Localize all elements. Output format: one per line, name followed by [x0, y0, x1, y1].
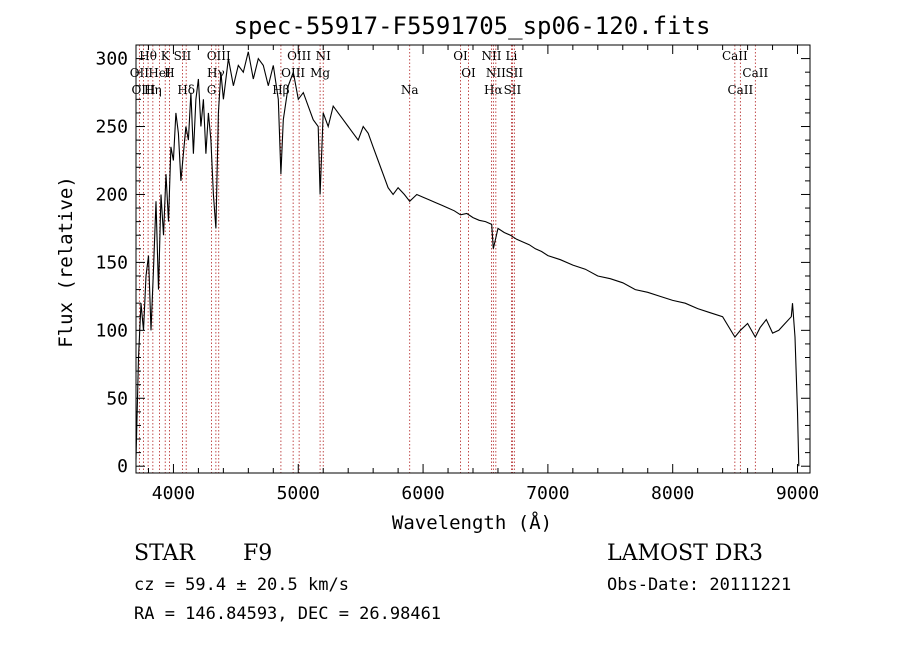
x-tick-label: 5000 — [277, 483, 320, 504]
axes: 4000 5000 6000 7000 8000 9000 0 50 100 150 200 250 3… — [95, 45, 819, 504]
spectral-line-label: SII — [174, 49, 192, 63]
spectral-line-label: CaII — [742, 66, 768, 80]
spectral-line-label: Li — [506, 49, 518, 63]
spectral-line-label: SII — [505, 66, 523, 80]
x-tick-label: 6000 — [401, 483, 444, 504]
spectrum-series — [135, 51, 800, 467]
spectral-line-label: CaII — [722, 49, 748, 63]
x-tick-label: 8000 — [651, 483, 694, 504]
spectral-line-label: NII — [481, 49, 501, 63]
x-tick-label: 7000 — [526, 483, 569, 504]
y-tick-label: 150 — [95, 252, 128, 273]
survey-name: LAMOST DR3 — [607, 541, 763, 566]
redshift-velocity: cz = 59.4 ± 20.5 km/s — [134, 575, 349, 595]
spectral-line-label: NI — [316, 49, 332, 63]
x-axis-title: Wavelength (Å) — [392, 511, 552, 534]
spectral-line-label: Hθ — [139, 49, 157, 63]
spectral-line-label: HeI — [148, 66, 171, 80]
chart-title: spec-55917-F5591705_sp06-120.fits — [234, 12, 711, 40]
y-axis-title: Flux (relative) — [55, 176, 77, 348]
object-class: STAR — [134, 541, 196, 566]
y-tick-label: 50 — [106, 388, 128, 409]
y-tick-label: 300 — [95, 49, 128, 70]
spectral-line-label: OIII — [207, 49, 231, 63]
spectral-line-label: Mg — [310, 66, 330, 80]
spectral-line-markers: HθOIIOIIIKHeIHηSIIHHδOIIIHγGOIIIOIIIHβNI… — [130, 45, 768, 473]
spectral-line-label: CaII — [727, 83, 753, 97]
spectral-line-label: OII — [130, 66, 150, 80]
sky-coordinates: RA = 146.84593, DEC = 26.98461 — [134, 604, 441, 624]
x-tick-label: 9000 — [776, 483, 819, 504]
plot-frame — [135, 44, 811, 474]
spectrum-line — [135, 51, 800, 467]
spectral-line-label: Hα — [484, 83, 503, 97]
y-tick-label: 250 — [95, 117, 128, 138]
spectral-line-label: K — [161, 49, 171, 63]
y-tick-label: 200 — [95, 184, 128, 205]
spectral-line-label: Hγ — [207, 66, 225, 80]
spectral-line-label: OI — [461, 66, 476, 80]
y-tick-label: 0 — [117, 456, 128, 477]
spectral-line-label: Hη — [144, 83, 162, 97]
x-tick-label: 4000 — [152, 483, 195, 504]
spectral-line-label: Na — [401, 83, 419, 97]
spectral-line-label: Hδ — [177, 83, 195, 97]
object-subclass: F9 — [243, 541, 272, 566]
spectral-line-label: G — [207, 83, 217, 97]
spectral-line-label: OIII — [287, 49, 311, 63]
spectral-line-label: NII — [486, 66, 506, 80]
spectral-line-label: SII — [504, 83, 522, 97]
spectral-line-label: OI — [453, 49, 468, 63]
y-tick-label: 100 — [95, 320, 128, 341]
spectral-line-label: OIII — [131, 83, 155, 97]
observation-date: Obs-Date: 20111221 — [607, 575, 791, 595]
spectral-line-label: H — [164, 66, 174, 80]
